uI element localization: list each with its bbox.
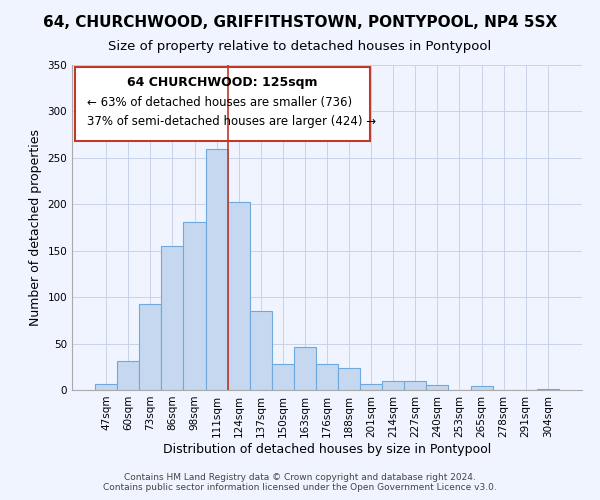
FancyBboxPatch shape	[74, 66, 370, 142]
Bar	[316, 364, 338, 390]
Bar	[250, 311, 272, 390]
Bar	[184, 222, 206, 390]
Bar	[206, 148, 227, 390]
Bar	[360, 384, 382, 390]
Bar	[227, 202, 250, 390]
X-axis label: Distribution of detached houses by size in Pontypool: Distribution of detached houses by size …	[163, 442, 491, 456]
Bar	[294, 348, 316, 390]
Bar	[382, 380, 404, 390]
Bar	[117, 361, 139, 390]
Bar	[338, 368, 360, 390]
Text: 64, CHURCHWOOD, GRIFFITHSTOWN, PONTYPOOL, NP4 5SX: 64, CHURCHWOOD, GRIFFITHSTOWN, PONTYPOOL…	[43, 15, 557, 30]
Bar	[161, 246, 184, 390]
Text: 64 CHURCHWOOD: 125sqm: 64 CHURCHWOOD: 125sqm	[127, 76, 318, 90]
Bar	[272, 364, 294, 390]
Text: ← 63% of detached houses are smaller (736): ← 63% of detached houses are smaller (73…	[88, 96, 352, 109]
Bar	[470, 386, 493, 390]
Text: Size of property relative to detached houses in Pontypool: Size of property relative to detached ho…	[109, 40, 491, 53]
Bar	[95, 384, 117, 390]
Bar	[404, 380, 427, 390]
Bar	[537, 389, 559, 390]
Text: Contains public sector information licensed under the Open Government Licence v3: Contains public sector information licen…	[103, 484, 497, 492]
Bar	[139, 304, 161, 390]
Bar	[427, 386, 448, 390]
Text: 37% of semi-detached houses are larger (424) →: 37% of semi-detached houses are larger (…	[88, 116, 376, 128]
Text: Contains HM Land Registry data © Crown copyright and database right 2024.: Contains HM Land Registry data © Crown c…	[124, 474, 476, 482]
Y-axis label: Number of detached properties: Number of detached properties	[29, 129, 42, 326]
